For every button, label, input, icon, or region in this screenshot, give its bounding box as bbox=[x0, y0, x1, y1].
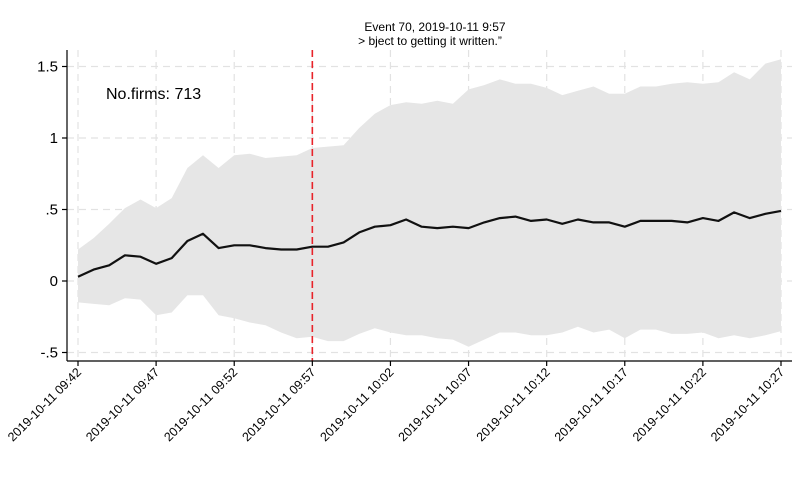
x-tick-label: 2019-10-11 10:07 bbox=[396, 365, 475, 444]
x-tick-label: 2019-10-11 10:17 bbox=[552, 365, 631, 444]
y-tick-label: .5 bbox=[45, 202, 58, 219]
y-tick-label: -.5 bbox=[40, 345, 58, 362]
x-tick-label: 2019-10-11 10:22 bbox=[630, 365, 709, 444]
chart-subtitle: > bject to getting it written.” bbox=[358, 34, 502, 48]
confidence-band bbox=[78, 59, 781, 347]
y-tick-label: 1 bbox=[50, 130, 58, 147]
chart-title: Event 70, 2019-10-11 9:57 bbox=[364, 20, 506, 34]
firm-count-annotation: No.firms: 713 bbox=[106, 86, 201, 103]
x-tick-label: 2019-10-11 10:02 bbox=[318, 365, 397, 444]
y-tick-label: 1.5 bbox=[37, 59, 58, 76]
x-tick-label: 2019-10-11 09:57 bbox=[239, 365, 318, 444]
x-tick-label: 2019-10-11 10:12 bbox=[474, 365, 553, 444]
series-line bbox=[77, 209, 782, 278]
x-tick-label: 2019-10-11 10:27 bbox=[708, 365, 787, 444]
x-tick-label: 2019-10-11 09:47 bbox=[83, 365, 162, 444]
axes bbox=[66, 50, 792, 362]
x-axis-ticks: 2019-10-11 09:42 2019-10-11 09:47 2019-10-… bbox=[5, 361, 787, 444]
y-axis-ticks: 1.51.50-.5 bbox=[37, 59, 67, 362]
y-tick-label: 0 bbox=[50, 273, 58, 290]
x-tick-label: 2019-10-11 09:42 bbox=[5, 365, 84, 444]
x-tick-label: 2019-10-11 09:52 bbox=[161, 365, 240, 444]
